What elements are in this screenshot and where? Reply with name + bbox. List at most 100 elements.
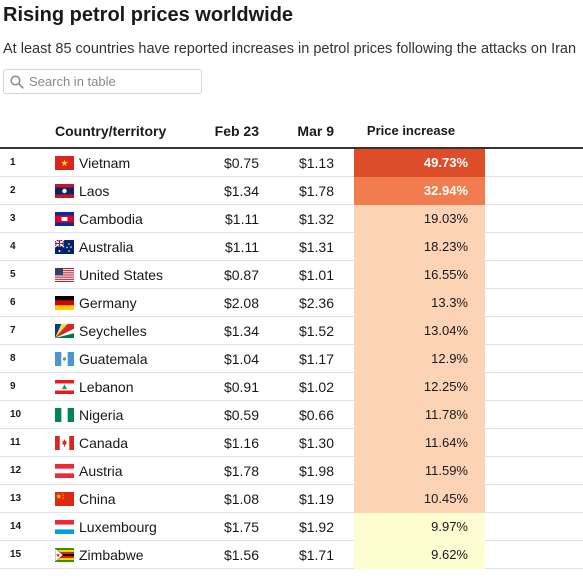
row-rank: 2 [10,185,16,196]
table-row: 7 Seychelles $1.34 $1.52 13.04% [0,317,583,345]
price-increase-cell: 12.9% [354,345,485,373]
table-body: 1 Vietnam $0.75 $1.13 49.73% 2 Laos $1.34 $1.78 3… [0,149,583,569]
data-table: Country/territory Feb 23 Mar 9 Price inc… [0,115,583,569]
search-input[interactable] [29,72,197,91]
price-feb: $1.11 [225,211,259,227]
germany-flag-icon [55,296,74,310]
price-mar: $1.02 [298,379,334,395]
price-feb: $1.11 [225,239,259,255]
price-feb: $0.75 [223,155,259,171]
table-row: 6 Germany $2.08 $2.36 13.3% [0,289,583,317]
row-rank: 7 [10,325,16,336]
table-row: 8 Guatemala $1.04 $1.17 12.9% [0,345,583,373]
price-mar: $1.19 [298,491,334,507]
price-increase-cell: 10.45% [354,485,485,513]
price-mar: $1.78 [298,183,334,199]
country-name: Luxembourg [79,519,157,535]
price-increase-cell: 11.78% [354,401,485,429]
price-feb: $0.59 [223,407,259,423]
country-name: Laos [79,183,110,199]
price-mar: $1.71 [298,547,334,563]
table-row: 2 Laos $1.34 $1.78 32.94% [0,177,583,205]
country-name: China [79,491,116,507]
price-mar: $1.52 [298,323,334,339]
price-increase-cell: 49.73% [354,149,485,177]
price-mar: $1.13 [298,155,334,171]
country-name: Germany [79,295,137,311]
row-rank: 15 [10,549,22,560]
country-name: Austria [79,463,123,479]
price-increase-cell: 13.3% [354,289,485,317]
lebanon-flag-icon [55,380,74,394]
table-row: 3 Cambodia $1.11 $1.32 19.03% [0,205,583,233]
column-header-increase[interactable]: Price increase [366,123,456,138]
table-row: 5 United States $0.87 $1.01 16.55% [0,261,583,289]
price-increase-cell: 18.23% [354,233,485,261]
price-feb: $0.91 [223,379,259,395]
price-mar: $1.17 [298,351,334,367]
price-mar: $1.30 [298,435,334,451]
table-header: Country/territory Feb 23 Mar 9 Price inc… [0,115,583,149]
table-row: 14 Luxembourg $1.75 $1.92 9.97% [0,513,583,541]
nigeria-flag-icon [55,408,74,422]
price-mar: $1.01 [298,267,334,283]
price-feb: $2.08 [223,295,259,311]
china-flag-icon [55,492,74,506]
row-rank: 3 [10,213,16,224]
price-increase-cell: 9.97% [354,513,485,541]
country-name: Zimbabwe [79,547,144,563]
price-feb: $0.87 [223,267,259,283]
cambodia-flag-icon [55,212,74,226]
row-rank: 11 [10,437,21,448]
table-row: 4 Australia $1.11 $1.31 18.23% [0,233,583,261]
vietnam-flag-icon [55,156,74,170]
row-rank: 5 [10,269,16,280]
page-subtitle: At least 85 countries have reported incr… [3,41,577,57]
price-increase-cell: 12.25% [354,373,485,401]
price-increase-cell: 9.62% [354,541,485,569]
price-increase-cell: 16.55% [354,261,485,289]
price-feb: $1.34 [223,323,259,339]
row-rank: 4 [10,241,16,252]
country-name: Seychelles [79,323,147,339]
guatemala-flag-icon [55,352,74,366]
price-feb: $1.16 [223,435,259,451]
table-row: 10 Nigeria $0.59 $0.66 11.78% [0,401,583,429]
row-rank: 6 [10,297,16,308]
price-feb: $1.04 [223,351,259,367]
country-name: United States [79,267,164,283]
price-mar: $0.66 [298,407,334,423]
canada-flag-icon [55,436,74,450]
table-row: 15 Zimbabwe $1.56 $1.71 9.62% [0,541,583,569]
price-feb: $1.78 [223,463,259,479]
country-name: Nigeria [79,407,124,423]
price-feb: $1.75 [223,519,259,535]
column-header-feb[interactable]: Feb 23 [214,123,259,139]
row-rank: 9 [10,381,16,392]
row-rank: 1 [10,157,16,168]
row-rank: 14 [10,521,22,532]
column-header-country[interactable]: Country/territory [55,123,167,139]
search-icon [10,75,24,89]
page-title: Rising petrol prices worldwide [3,4,294,26]
table-row: 13 China $1.08 $1.19 10.45% [0,485,583,513]
price-increase-cell: 32.94% [354,177,485,205]
united-states-flag-icon [55,268,74,282]
row-rank: 8 [10,353,16,364]
country-name: Guatemala [79,351,148,367]
row-rank: 12 [10,465,22,476]
price-feb: $1.08 [223,491,259,507]
column-header-mar[interactable]: Mar 9 [297,123,334,139]
table-row: 12 Austria $1.78 $1.98 11.59% [0,457,583,485]
price-mar: $1.98 [298,463,334,479]
country-name: Vietnam [79,155,131,171]
price-increase-cell: 13.04% [354,317,485,345]
australia-flag-icon [55,240,74,254]
country-name: Lebanon [79,379,134,395]
price-mar: $1.92 [298,519,334,535]
search-box[interactable] [3,69,202,94]
price-mar: $2.36 [298,295,334,311]
table-row: 11 Canada $1.16 $1.30 11.64% [0,429,583,457]
row-rank: 10 [10,409,22,420]
price-feb: $1.56 [223,547,259,563]
